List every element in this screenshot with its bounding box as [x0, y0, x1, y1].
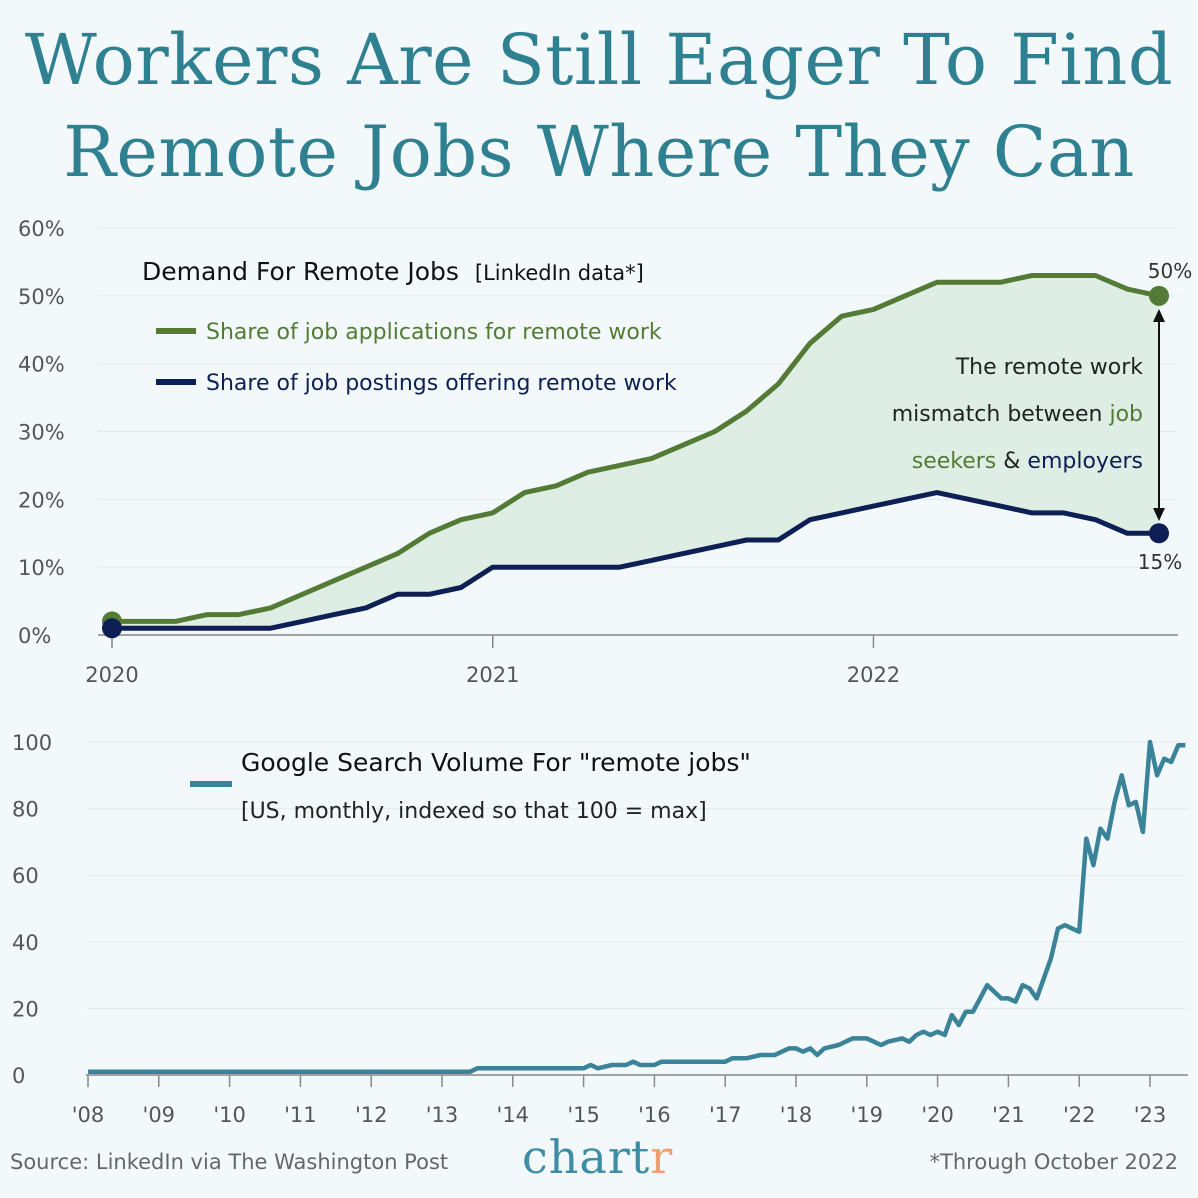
- top-panel-title-main: Demand For Remote Jobs: [142, 257, 459, 286]
- legend-label-postings: Share of job postings offering remote wo…: [206, 371, 677, 396]
- google-panel: 0 20 40 60 80 100 '08 '09 '10 '11 '12 '13 '14 '15 '16…: [12, 731, 1188, 1127]
- bottom-y-tick-label: 60: [12, 864, 39, 888]
- bottom-y-tick-label: 100: [12, 731, 52, 755]
- endpoint-markers: [102, 285, 1169, 639]
- top-x-tick-label: 2020: [85, 663, 138, 687]
- bottom-gridlines: [86, 741, 1188, 1009]
- postings-line: [112, 490, 1159, 631]
- page-title-line-2: Remote Jobs Where They Can: [63, 111, 1135, 193]
- postings-end-point: [1149, 523, 1169, 544]
- top-y-tick-label: 30%: [18, 421, 65, 445]
- top-y-tick-label: 60%: [18, 217, 65, 241]
- top-y-tick-label: 0%: [18, 624, 51, 648]
- bottom-y-tick-label: 20: [12, 997, 39, 1021]
- annotation-seekers: seekers: [912, 449, 997, 474]
- applications-line: [112, 273, 1160, 624]
- top-x-tick-label: 2022: [847, 663, 900, 687]
- bottom-x-tick-label: '19: [851, 1103, 884, 1127]
- bottom-x-tick-label: '18: [780, 1103, 813, 1127]
- bottom-y-tick-label: 80: [12, 798, 39, 822]
- page-title: Workers Are Still Eager To Find Remote J…: [0, 14, 1198, 198]
- brand-logo: chartr: [522, 1130, 673, 1184]
- end-label-postings: 15%: [1138, 550, 1182, 574]
- bottom-x-tick-label: '13: [426, 1103, 459, 1127]
- top-panel-title-sub: [LinkedIn data*]: [475, 261, 644, 285]
- top-y-tick-label: 10%: [18, 556, 65, 580]
- bottom-x-tick-label: '20: [921, 1103, 954, 1127]
- postings-start-point: [102, 618, 122, 639]
- bottom-panel-subtitle: [US, monthly, indexed so that 100 = max]: [241, 799, 707, 824]
- annotation-job: job: [1108, 402, 1143, 427]
- top-y-tick-label: 20%: [18, 488, 65, 512]
- applications-end-point: [1149, 285, 1169, 306]
- annotation-line-1: The remote work: [955, 355, 1144, 380]
- bottom-x-axis: '08 '09 '10 '11 '12 '13 '14 '15 '16 '17 '18 '19 '20 '…: [72, 1075, 1167, 1127]
- top-y-axis: 0% 10% 20% 30% 40% 50% 60%: [18, 217, 65, 648]
- mismatch-area: [112, 275, 1159, 629]
- top-y-tick-label: 50%: [18, 285, 65, 309]
- google-search-line: [88, 739, 1186, 1074]
- bottom-x-tick-label: '21: [992, 1103, 1025, 1127]
- bottom-x-tick-label: '23: [1134, 1103, 1167, 1127]
- bottom-y-tick-label: 40: [12, 931, 39, 955]
- annotation-line-2: mismatch between job: [892, 402, 1143, 427]
- top-y-tick-label: 40%: [18, 353, 65, 377]
- bottom-x-tick-label: '15: [567, 1103, 600, 1127]
- bottom-x-tick-label: '16: [638, 1103, 671, 1127]
- top-x-axis: 2020 2021 2022: [85, 635, 900, 687]
- bottom-x-tick-label: '11: [284, 1103, 317, 1127]
- brand-logo-accent: r: [650, 1130, 674, 1184]
- top-panel-title: Demand For Remote Jobs [LinkedIn data*]: [142, 257, 644, 286]
- bottom-x-tick-label: '09: [143, 1103, 176, 1127]
- annotation-amp: &: [996, 449, 1027, 474]
- bottom-y-axis: 0 20 40 60 80 100: [12, 731, 52, 1088]
- brand-logo-main: chart: [522, 1130, 651, 1184]
- end-label-applications: 50%: [1148, 259, 1192, 283]
- bottom-x-tick-label: '17: [709, 1103, 742, 1127]
- footer-note: *Through October 2022: [929, 1150, 1178, 1174]
- annotation-employers: employers: [1027, 449, 1143, 474]
- annotation-mismatch: mismatch between: [892, 402, 1110, 427]
- legend-label-applications: Share of job applications for remote wor…: [206, 320, 662, 345]
- bottom-x-tick-label: '08: [72, 1103, 105, 1127]
- bottom-y-tick-label: 0: [12, 1064, 25, 1088]
- mismatch-arrow-head-up: [1153, 309, 1165, 322]
- top-x-tick-label: 2021: [466, 663, 519, 687]
- bottom-x-tick-label: '14: [497, 1103, 530, 1127]
- annotation-line-3: seekers & employers: [912, 449, 1143, 474]
- bottom-x-tick-label: '22: [1063, 1103, 1096, 1127]
- mismatch-arrow-head-down: [1153, 508, 1165, 521]
- page-title-line-1: Workers Are Still Eager To Find: [24, 19, 1174, 101]
- linkedin-panel: 0% 10% 20% 30% 40% 50% 60% 2020 2021 2022 Demand…: [18, 217, 1192, 687]
- footer-source: Source: LinkedIn via The Washington Post: [10, 1150, 449, 1174]
- bottom-x-tick-label: '10: [213, 1103, 246, 1127]
- bottom-x-tick-label: '12: [355, 1103, 388, 1127]
- bottom-panel-title: Google Search Volume For "remote jobs": [241, 748, 751, 777]
